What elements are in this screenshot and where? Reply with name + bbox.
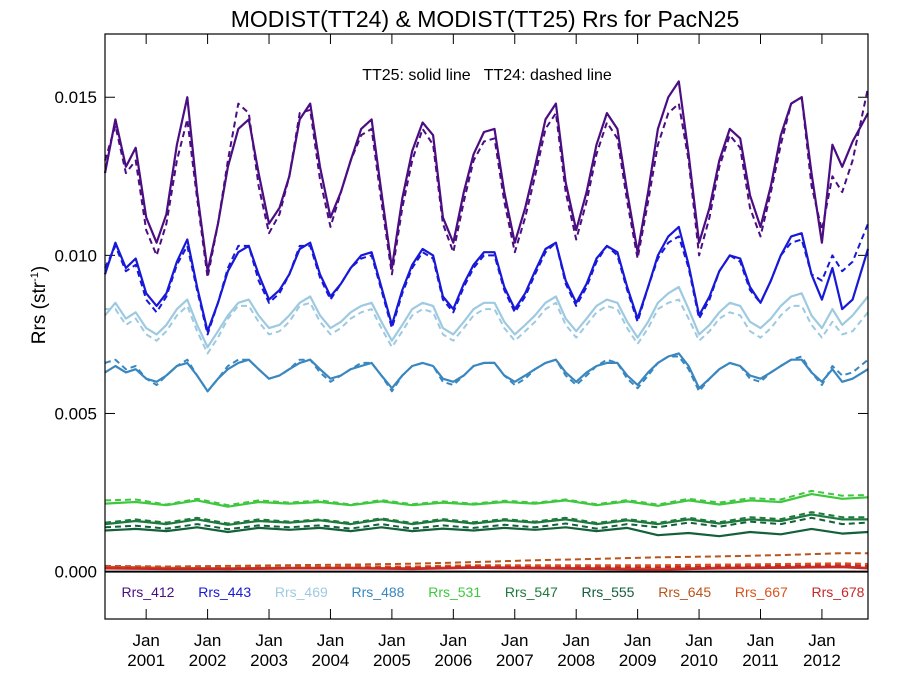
series-line-rrs-531-tt25 xyxy=(104,493,869,508)
x-tick-month: Jan xyxy=(194,631,221,650)
x-tick-year: 2005 xyxy=(373,651,411,670)
line-style-annotation: TT25: solid line TT24: dashed line xyxy=(362,67,612,84)
x-tick-month: Jan xyxy=(255,631,282,650)
y-axis-label-sup: -1 xyxy=(29,272,41,282)
series-line-rrs-488-tt24 xyxy=(104,355,869,393)
x-tick-year: 2002 xyxy=(189,651,227,670)
series-line-rrs-678-tt25 xyxy=(104,566,869,571)
y-axis-label-close: ) xyxy=(29,266,50,272)
series-line-rrs-469-tt24 xyxy=(105,298,869,355)
x-tick-year: 2008 xyxy=(557,651,595,670)
x-tick-month: Jan xyxy=(132,631,159,650)
series-line-rrs-443-tt25 xyxy=(103,225,870,333)
x-tick-month: Jan xyxy=(317,631,344,650)
x-tick-month: Jan xyxy=(747,631,774,650)
legend-entry: Rrs_678 xyxy=(812,584,865,600)
x-tick-year: 2001 xyxy=(127,651,165,670)
x-tick-month: Jan xyxy=(440,631,467,650)
series-line-rrs-645-tt24 xyxy=(104,552,868,568)
legend-entry: Rrs_667 xyxy=(735,584,788,600)
series-line-rrs-488-tt25 xyxy=(104,352,869,393)
x-tick-year: 2007 xyxy=(496,651,534,670)
x-tick-year: 2006 xyxy=(434,651,472,670)
y-axis-label: Rrs (str-1) xyxy=(29,266,50,344)
legend-entry: Rrs_469 xyxy=(275,584,328,600)
series-line-rrs-555-tt25 xyxy=(104,526,869,538)
series-line-rrs-469-tt25 xyxy=(104,285,869,349)
x-tick-year: 2010 xyxy=(680,651,718,670)
legend-entry: Rrs_531 xyxy=(428,584,481,600)
series-line-rrs-412-tt25 xyxy=(103,80,869,273)
legend-entry: Rrs_488 xyxy=(352,584,405,600)
series-line-rrs-412-tt24 xyxy=(104,87,869,279)
series-line-rrs-531-tt24 xyxy=(104,489,869,507)
legend-entry: Rrs_412 xyxy=(122,584,175,600)
series-line-rrs-547-tt24 xyxy=(104,511,868,525)
series-line-rrs-555-tt24 xyxy=(104,516,869,531)
legend-entry: Rrs_547 xyxy=(505,584,558,600)
plot-area: 0.0000.0050.0100.015Jan2001Jan2002Jan200… xyxy=(54,34,870,670)
legend-entry: Rrs_555 xyxy=(582,584,635,600)
x-tick-year: 2003 xyxy=(250,651,288,670)
x-tick-year: 2009 xyxy=(619,651,657,670)
legend-entry: Rrs_443 xyxy=(198,584,251,600)
series-line-rrs-443-tt24 xyxy=(104,223,869,336)
x-tick-month: Jan xyxy=(624,631,651,650)
x-tick-year: 2011 xyxy=(742,651,779,670)
series-line-rrs-547-tt25 xyxy=(104,513,868,526)
x-tick-month: Jan xyxy=(501,631,528,650)
x-tick-year: 2004 xyxy=(312,651,350,670)
y-tick-label: 0.005 xyxy=(54,404,97,423)
chart-title: MODIST(TT24) & MODIST(TT25) Rrs for PacN… xyxy=(231,6,740,32)
y-tick-label: 0.015 xyxy=(54,88,97,107)
x-tick-month: Jan xyxy=(685,631,712,650)
y-tick-label: 0.000 xyxy=(54,563,97,582)
y-axis-label-main: Rrs (str xyxy=(29,281,50,344)
x-tick-month: Jan xyxy=(808,631,835,650)
plot-frame xyxy=(104,33,869,620)
x-tick-year: 2012 xyxy=(803,651,841,670)
x-tick-month: Jan xyxy=(378,631,405,650)
legend-entry: Rrs_645 xyxy=(658,584,711,600)
y-tick-label: 0.010 xyxy=(54,246,97,265)
x-tick-month: Jan xyxy=(562,631,589,650)
